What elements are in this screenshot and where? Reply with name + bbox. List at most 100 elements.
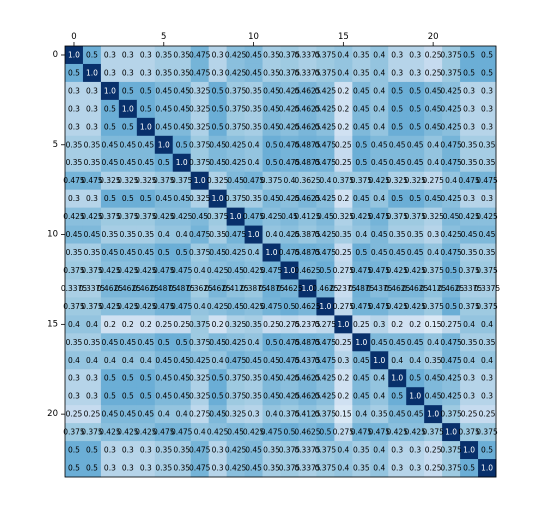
- heatmap-cell: [460, 333, 479, 352]
- heatmap-cell-label: 0.25: [461, 410, 478, 419]
- heatmap-cell: [208, 369, 228, 388]
- heatmap-cell-label: 0.45: [389, 140, 406, 149]
- heatmap-cell-label: 0.375: [135, 212, 157, 221]
- heatmap-cell-label: 0.3: [140, 464, 152, 473]
- heatmap-cell-label: 0.4125: [222, 284, 248, 293]
- heatmap-cell: [478, 117, 497, 137]
- heatmap-cell-label: 0.45: [209, 140, 226, 149]
- heatmap-cell: [136, 225, 156, 244]
- heatmap-cell: [190, 297, 210, 316]
- heatmap-cell-label: 0.45: [245, 68, 262, 77]
- heatmap-cell: [424, 99, 443, 119]
- heatmap-cell: [424, 225, 443, 244]
- heatmap-cell-label: 0.5: [445, 266, 457, 275]
- heatmap-cell: [316, 333, 335, 352]
- heatmap-cell: [406, 369, 425, 388]
- heatmap-cell-label: 0.3375: [61, 284, 87, 293]
- heatmap-cell: [424, 261, 443, 280]
- heatmap-cell: [280, 405, 299, 424]
- heatmap-cell: [190, 261, 210, 280]
- heatmap-cell-label: 0.45: [102, 140, 119, 149]
- heatmap-cell-label: 0.15: [335, 410, 352, 419]
- heatmap-cell: [136, 46, 156, 65]
- heatmap-cell: [298, 135, 317, 155]
- heatmap-cell: [82, 117, 102, 137]
- heatmap-cell: [388, 423, 407, 442]
- heatmap-cell: [136, 423, 156, 442]
- heatmap-cell-label: 0.5: [140, 194, 152, 203]
- heatmap-cell: [262, 135, 281, 155]
- heatmap-cell-label: 0.45: [173, 86, 190, 95]
- heatmap-cell-label: 0.5: [284, 428, 296, 437]
- heatmap-cell: [190, 99, 210, 119]
- heatmap-cell-label: 0.4: [391, 356, 403, 365]
- heatmap-cell: [118, 297, 138, 316]
- heatmap-cell: [460, 153, 479, 173]
- heatmap-cell: [244, 81, 263, 101]
- heatmap-cell: [460, 46, 479, 65]
- heatmap-cell: [154, 405, 174, 424]
- heatmap-cell: [82, 99, 102, 119]
- heatmap-cell-label: 0.475: [279, 140, 301, 149]
- heatmap-cell: [316, 153, 335, 173]
- heatmap-cell: [82, 225, 102, 244]
- heatmap-cell: [65, 333, 84, 352]
- heatmap-cell: [172, 117, 192, 137]
- heatmap-cell: [226, 315, 245, 334]
- heatmap-cell-label: 0.3375: [294, 50, 320, 59]
- x-tick-label: 10: [248, 32, 259, 42]
- heatmap-cell-label: 0.35: [245, 194, 262, 203]
- heatmap-cell-label: 0.25: [425, 50, 442, 59]
- heatmap-cell: [388, 63, 407, 83]
- heatmap-cell: [460, 297, 479, 316]
- heatmap-cell-label: 0.325: [404, 176, 426, 185]
- heatmap-cell: [442, 99, 461, 119]
- heatmap-cell: [65, 225, 84, 244]
- heatmap-cell: [262, 333, 281, 352]
- heatmap-cell: [244, 135, 263, 155]
- heatmap-cell: [136, 333, 156, 352]
- heatmap-cell: [262, 369, 281, 388]
- heatmap-cell: [424, 369, 443, 388]
- heatmap-cell-label: 0.25: [335, 248, 352, 257]
- heatmap-cell: [190, 459, 210, 478]
- heatmap-cell-label: 0.2: [409, 320, 421, 329]
- heatmap-cell: [352, 441, 371, 460]
- heatmap-cell-label: 0.425: [243, 302, 265, 311]
- heatmap-cell: [172, 405, 192, 424]
- heatmap-cell-label: 0.5: [481, 68, 493, 77]
- heatmap-cell: [208, 153, 228, 173]
- heatmap-cell: [65, 63, 84, 83]
- heatmap-cell-label: 0.35: [245, 122, 262, 131]
- heatmap-cell-label: 0.425: [243, 428, 265, 437]
- heatmap-cell-label: 0.375: [279, 410, 301, 419]
- heatmap-cell: [154, 423, 174, 442]
- heatmap-cell: [334, 279, 353, 298]
- heatmap-cell: [352, 46, 371, 65]
- heatmap-cell-label: 0.325: [189, 86, 211, 95]
- heatmap-cell-label: 0.375: [422, 428, 444, 437]
- heatmap-cell-label: 0.3: [122, 446, 134, 455]
- heatmap-cell: [460, 279, 479, 298]
- heatmap-cell: [226, 279, 245, 298]
- heatmap-cell: [280, 189, 299, 209]
- heatmap-cell-label: 0.4: [140, 356, 152, 365]
- heatmap-cell-label: 0.4375: [294, 356, 320, 365]
- heatmap-cell: [172, 279, 192, 298]
- heatmap-cell-label: 0.2: [337, 86, 349, 95]
- heatmap-cell-label: 0.35: [263, 464, 280, 473]
- heatmap-cell: [82, 333, 102, 352]
- heatmap-cell: [172, 63, 192, 83]
- heatmap-cell: [118, 423, 138, 442]
- heatmap-cell-label: 0.4: [158, 230, 170, 239]
- heatmap-cell-label: 0.475: [279, 338, 301, 347]
- heatmap-cell: [154, 333, 174, 352]
- heatmap-cell: [406, 171, 425, 191]
- heatmap-cell: [154, 46, 174, 65]
- heatmap-cell: [190, 369, 210, 388]
- heatmap-cell: [352, 405, 371, 424]
- heatmap-cell: [172, 153, 192, 173]
- heatmap-cell: [352, 315, 371, 334]
- heatmap-cell: [136, 117, 156, 137]
- heatmap-cell: [298, 315, 317, 334]
